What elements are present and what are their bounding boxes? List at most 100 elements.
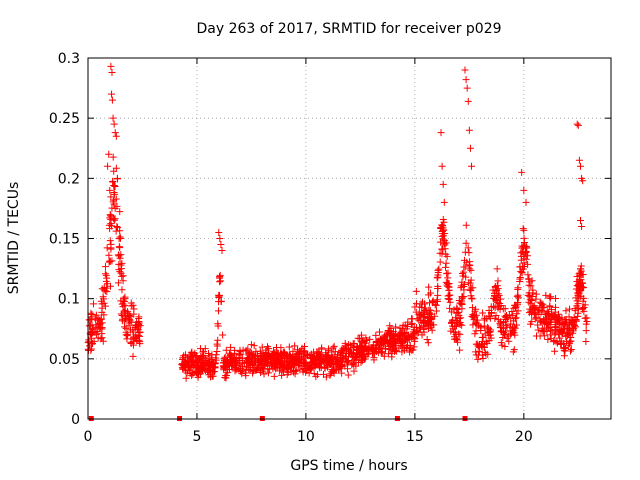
data-point bbox=[510, 326, 518, 334]
data-point bbox=[344, 371, 352, 379]
data-point bbox=[237, 350, 245, 358]
data-point bbox=[113, 202, 121, 210]
data-point bbox=[444, 283, 452, 291]
data-point bbox=[448, 316, 456, 324]
data-point bbox=[399, 338, 407, 346]
data-point bbox=[461, 66, 469, 74]
data-point bbox=[538, 324, 546, 332]
data-point bbox=[226, 351, 234, 359]
data-point bbox=[473, 340, 481, 348]
data-point bbox=[574, 304, 582, 312]
data-point bbox=[111, 183, 119, 191]
data-point bbox=[440, 198, 448, 206]
data-point bbox=[492, 286, 500, 294]
data-point bbox=[520, 186, 528, 194]
data-point bbox=[464, 97, 472, 105]
data-point bbox=[441, 245, 449, 253]
data-point bbox=[136, 328, 144, 336]
data-point bbox=[579, 177, 587, 185]
data-point bbox=[260, 370, 268, 378]
data-point bbox=[582, 327, 590, 335]
data-point bbox=[305, 369, 313, 377]
data-point bbox=[270, 372, 278, 380]
data-point bbox=[113, 174, 121, 182]
data-point bbox=[264, 343, 272, 351]
data-point bbox=[443, 270, 451, 278]
data-point bbox=[519, 225, 527, 233]
data-point bbox=[329, 367, 337, 375]
data-point bbox=[483, 315, 491, 323]
data-point bbox=[404, 318, 412, 326]
data-point bbox=[485, 325, 493, 333]
data-point bbox=[403, 336, 411, 344]
data-point bbox=[119, 303, 127, 311]
data-point bbox=[109, 114, 117, 122]
data-point bbox=[216, 271, 224, 279]
data-point bbox=[273, 357, 281, 365]
data-point bbox=[505, 311, 513, 319]
data-point bbox=[470, 316, 478, 324]
data-point bbox=[471, 330, 479, 338]
data-point bbox=[434, 273, 442, 281]
data-point bbox=[289, 347, 297, 355]
data-point bbox=[522, 198, 530, 206]
data-point bbox=[98, 285, 106, 293]
data-point bbox=[317, 350, 325, 358]
data-point bbox=[517, 252, 525, 260]
data-point bbox=[126, 326, 134, 334]
data-point bbox=[117, 310, 125, 318]
data-point bbox=[339, 355, 347, 363]
data-point bbox=[103, 244, 111, 252]
data-point bbox=[194, 373, 202, 381]
data-point bbox=[337, 349, 345, 357]
y-axis-label: SRMTID / TECUs bbox=[6, 182, 22, 295]
data-point bbox=[392, 323, 400, 331]
data-point bbox=[298, 363, 306, 371]
data-point bbox=[574, 121, 582, 129]
data-point bbox=[466, 279, 474, 287]
data-point bbox=[279, 348, 287, 356]
data-point bbox=[311, 362, 319, 370]
x-tick-label: 15 bbox=[406, 429, 424, 445]
points-layer bbox=[84, 62, 591, 382]
data-point bbox=[205, 371, 213, 379]
data-point bbox=[214, 307, 222, 315]
data-point bbox=[425, 283, 433, 291]
data-point bbox=[466, 286, 474, 294]
data-point bbox=[271, 362, 279, 370]
data-point bbox=[574, 292, 582, 300]
data-point bbox=[376, 344, 384, 352]
data-point bbox=[467, 284, 475, 292]
data-point bbox=[472, 351, 480, 359]
data-point bbox=[523, 244, 531, 252]
data-point bbox=[407, 321, 415, 329]
data-point bbox=[352, 362, 360, 370]
data-point bbox=[246, 362, 254, 370]
data-point bbox=[565, 331, 573, 339]
data-point bbox=[514, 307, 522, 315]
data-point bbox=[345, 357, 353, 365]
data-point bbox=[453, 335, 461, 343]
data-point bbox=[106, 237, 114, 245]
data-point bbox=[468, 162, 476, 170]
data-point bbox=[529, 303, 537, 311]
x-axis-label: GPS time / hours bbox=[290, 458, 407, 474]
data-point bbox=[387, 342, 395, 350]
data-point bbox=[121, 301, 129, 309]
data-point bbox=[219, 331, 227, 339]
data-point bbox=[118, 259, 126, 267]
data-point bbox=[493, 265, 501, 273]
data-point bbox=[576, 216, 584, 224]
data-point bbox=[118, 286, 126, 294]
data-point bbox=[439, 216, 447, 224]
data-point bbox=[412, 308, 420, 316]
data-point bbox=[350, 367, 358, 375]
data-point bbox=[469, 321, 477, 329]
data-point bbox=[556, 334, 564, 342]
data-point bbox=[561, 316, 569, 324]
data-point bbox=[358, 338, 366, 346]
data-point bbox=[353, 353, 361, 361]
data-point bbox=[522, 255, 530, 263]
data-point bbox=[492, 296, 500, 304]
data-point bbox=[343, 358, 351, 366]
